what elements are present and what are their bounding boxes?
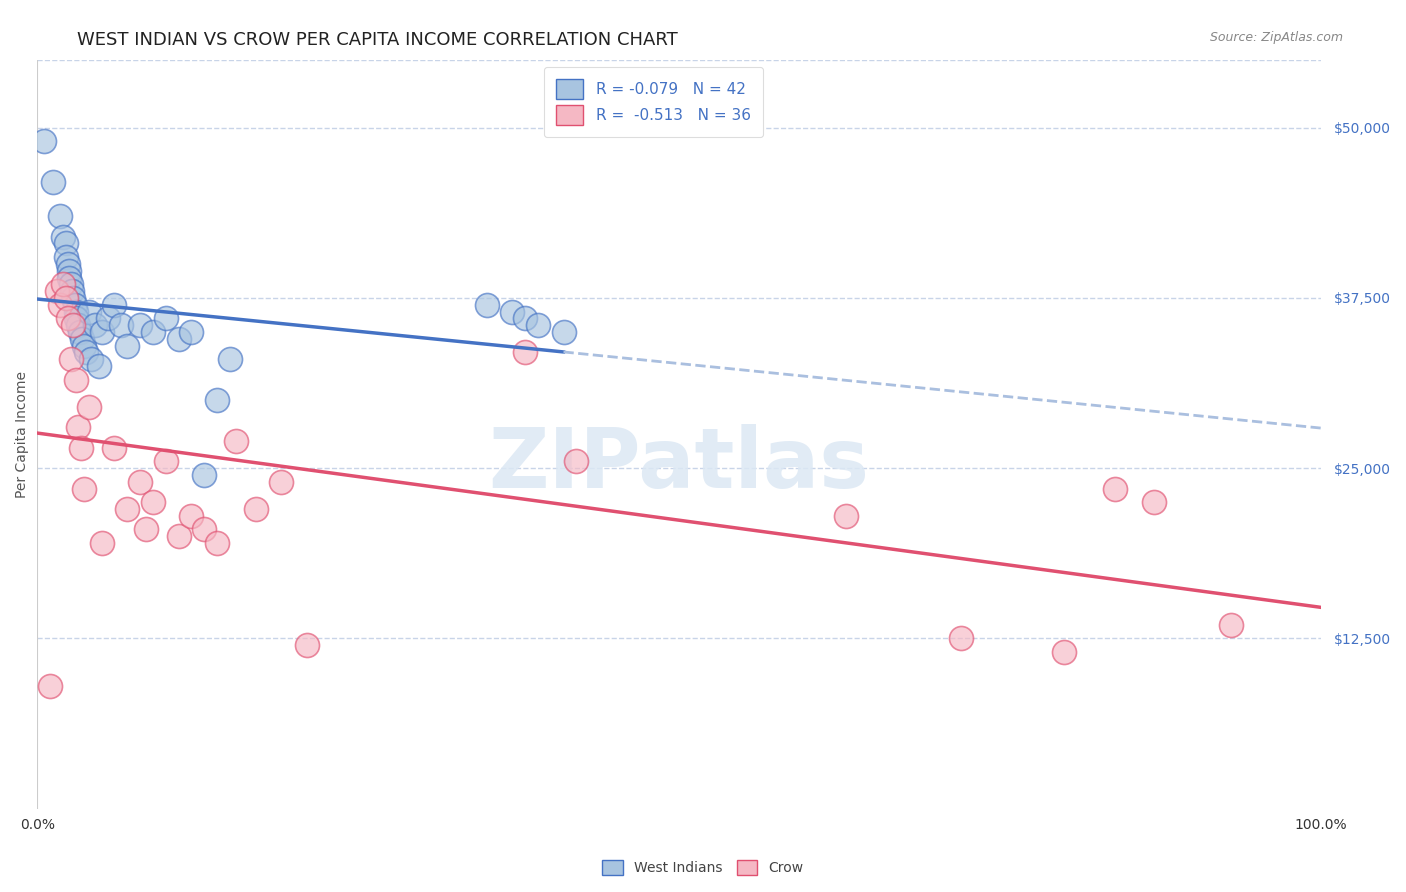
Point [103,298,125,312]
Point [205,536,228,550]
Point [565,454,588,468]
Point [59,352,82,367]
Point [52,277,75,292]
Point [67,318,90,333]
Point [72,482,94,496]
Point [135,523,157,537]
Point [167,529,190,543]
Point [115,338,138,352]
Point [67,420,90,434]
Point [62,291,84,305]
Point [52,229,75,244]
Point [90,325,112,339]
Point [84,318,107,333]
Point [270,475,292,489]
Point [950,632,973,646]
Point [77,304,100,318]
Point [55,291,77,305]
Point [1104,482,1126,496]
Point [69,325,91,339]
Point [58,263,80,277]
Point [295,638,318,652]
Point [553,325,575,339]
Point [1219,617,1241,632]
Point [129,318,152,333]
Point [65,304,87,318]
Y-axis label: Per Capita Income: Per Capita Income [15,371,30,498]
Point [205,393,228,408]
Point [103,441,125,455]
Point [75,345,97,359]
Point [97,311,120,326]
Point [513,311,536,326]
Point [180,325,202,339]
Point [475,298,498,312]
Point [42,175,65,189]
Point [90,536,112,550]
Point [142,325,165,339]
Point [142,495,165,509]
Point [49,209,72,223]
Point [1053,645,1076,659]
Point [513,345,536,359]
Point [193,523,215,537]
Point [63,298,86,312]
Point [59,277,82,292]
Point [56,257,79,271]
Point [527,318,550,333]
Point [65,311,87,326]
Text: ZIPatlas: ZIPatlas [488,424,869,505]
Point [56,311,79,326]
Point [55,236,77,251]
Point [155,454,177,468]
Point [1143,495,1166,509]
Text: Source: ZipAtlas.com: Source: ZipAtlas.com [1209,31,1343,45]
Point [45,284,67,298]
Legend: West Indians, Crow: West Indians, Crow [596,855,810,880]
Point [62,318,84,333]
Point [193,468,215,483]
Point [501,304,523,318]
Point [110,318,132,333]
Legend: R = -0.079   N = 42, R =  -0.513   N = 36: R = -0.079 N = 42, R = -0.513 N = 36 [544,67,763,137]
Point [167,332,190,346]
Point [835,508,858,523]
Point [87,359,110,373]
Point [180,508,202,523]
Point [58,270,80,285]
Point [49,298,72,312]
Point [39,679,62,693]
Text: WEST INDIAN VS CROW PER CAPITA INCOME CORRELATION CHART: WEST INDIAN VS CROW PER CAPITA INCOME CO… [77,31,678,49]
Point [218,352,240,367]
Point [129,475,152,489]
Point [70,441,93,455]
Point [80,352,103,367]
Point [115,502,138,516]
Point [32,134,55,148]
Point [60,284,83,298]
Point [55,250,77,264]
Point [155,311,177,326]
Point [72,338,94,352]
Point [245,502,267,516]
Point [77,400,100,414]
Point [70,332,93,346]
Point [225,434,247,448]
Point [65,373,87,387]
